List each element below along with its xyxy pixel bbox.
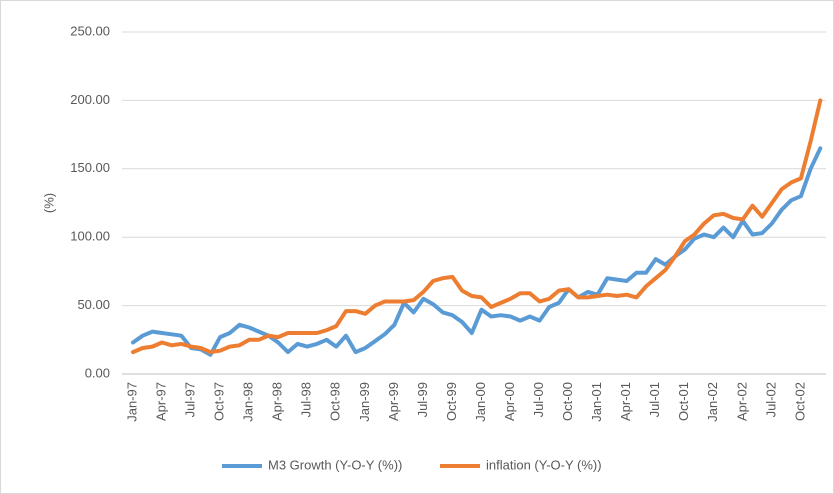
x-tick-label: Jan-00	[473, 382, 488, 422]
x-tick-label: Oct-99	[444, 382, 459, 421]
y-tick-label: 150.00	[70, 160, 110, 175]
x-tick-label: Oct-02	[792, 382, 807, 421]
x-tick-label: Oct-98	[328, 382, 343, 421]
line-series	[131, 146, 823, 357]
x-tick-label: Oct-97	[212, 382, 227, 421]
legend-label: M3 Growth (Y-O-Y (%))	[268, 457, 402, 472]
x-tick-label: Jul-98	[299, 382, 314, 417]
x-tick-label: Jul-97	[183, 382, 198, 417]
x-tick-label: Jul-99	[415, 382, 430, 417]
x-tick-label: Jan-97	[124, 382, 139, 422]
x-tick-label: Jan-02	[705, 382, 720, 422]
y-tick-label: 250.00	[70, 23, 110, 38]
line-series	[131, 98, 823, 355]
x-tick-label: Jan-98	[241, 382, 256, 422]
x-tick-label: Oct-00	[560, 382, 575, 421]
y-tick-label: 0.00	[85, 365, 110, 380]
x-tick-label: Jul-02	[763, 382, 778, 417]
x-tick-label: Apr-97	[153, 382, 168, 421]
y-axis-label: (%)	[41, 193, 56, 213]
y-tick-label: 200.00	[70, 92, 110, 107]
x-tick-label: Apr-99	[386, 382, 401, 421]
x-tick-label: Jul-00	[531, 382, 546, 417]
x-tick-label: Jan-01	[589, 382, 604, 422]
x-tick-label: Jan-99	[357, 382, 372, 422]
x-tick-label: Apr-01	[618, 382, 633, 421]
x-tick-label: Apr-00	[502, 382, 517, 421]
y-tick-label: 50.00	[77, 297, 110, 312]
x-tick-label: Jul-01	[647, 382, 662, 417]
x-tick-label: Apr-02	[734, 382, 749, 421]
y-tick-label: 100.00	[70, 229, 110, 244]
x-tick-label: Oct-01	[676, 382, 691, 421]
legend-label: inflation (Y-O-Y (%))	[486, 457, 602, 472]
x-tick-label: Apr-98	[270, 382, 285, 421]
